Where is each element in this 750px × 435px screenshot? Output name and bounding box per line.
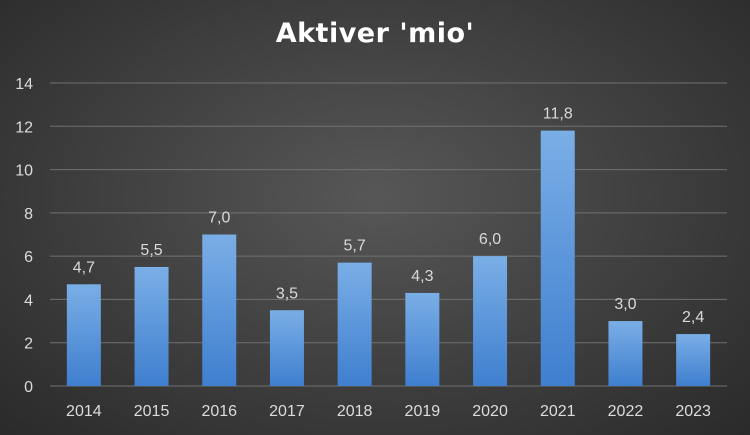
- data-label: 11,8: [543, 106, 573, 123]
- y-tick-label: 14: [15, 76, 33, 93]
- x-tick-label: 2017: [269, 403, 305, 420]
- bars: [66, 130, 711, 386]
- x-tick-label: 2022: [608, 403, 644, 420]
- bar: [676, 334, 711, 386]
- data-label: 5,5: [140, 242, 162, 259]
- x-tick-label: 2016: [201, 403, 237, 420]
- data-label: 4,3: [411, 268, 433, 285]
- bar: [269, 310, 304, 386]
- bar: [66, 284, 101, 386]
- data-label: 2,4: [682, 309, 704, 326]
- data-label: 3,0: [614, 296, 636, 313]
- x-tick-label: 2023: [675, 403, 711, 420]
- x-tick-label: 2020: [472, 403, 508, 420]
- x-tick-label: 2021: [540, 403, 576, 420]
- y-tick-label: 6: [24, 249, 33, 266]
- bar: [134, 266, 169, 386]
- y-tick-label: 10: [15, 163, 33, 180]
- bar: [405, 292, 440, 386]
- bar: [540, 130, 575, 386]
- data-label: 5,7: [344, 238, 366, 255]
- y-axis: 0 2 4 6 8 10 12 14: [15, 76, 33, 396]
- data-label: 7,0: [208, 210, 230, 227]
- bar: [473, 256, 508, 386]
- data-labels: 4,7 5,5 7,0 3,5 5,7 4,3 6,0 11,8 3,0 2,4: [73, 106, 705, 326]
- y-tick-label: 0: [24, 379, 33, 396]
- bar: [608, 321, 643, 386]
- y-tick-label: 8: [24, 206, 33, 223]
- data-label: 4,7: [73, 259, 95, 276]
- x-tick-label: 2015: [134, 403, 170, 420]
- y-tick-label: 12: [15, 119, 33, 136]
- x-tick-label: 2014: [66, 403, 102, 420]
- bar: [202, 234, 237, 386]
- data-label: 6,0: [479, 231, 501, 248]
- chart-title: Aktiver 'mio': [275, 18, 475, 49]
- x-tick-label: 2019: [405, 403, 441, 420]
- bar: [337, 262, 372, 386]
- y-tick-label: 4: [24, 292, 33, 309]
- x-axis: 2014 2015 2016 2017 2018 2019 2020 2021 2022 2023: [66, 403, 711, 420]
- x-tick-label: 2018: [337, 403, 373, 420]
- y-tick-label: 2: [24, 336, 33, 353]
- data-label: 3,5: [276, 285, 298, 302]
